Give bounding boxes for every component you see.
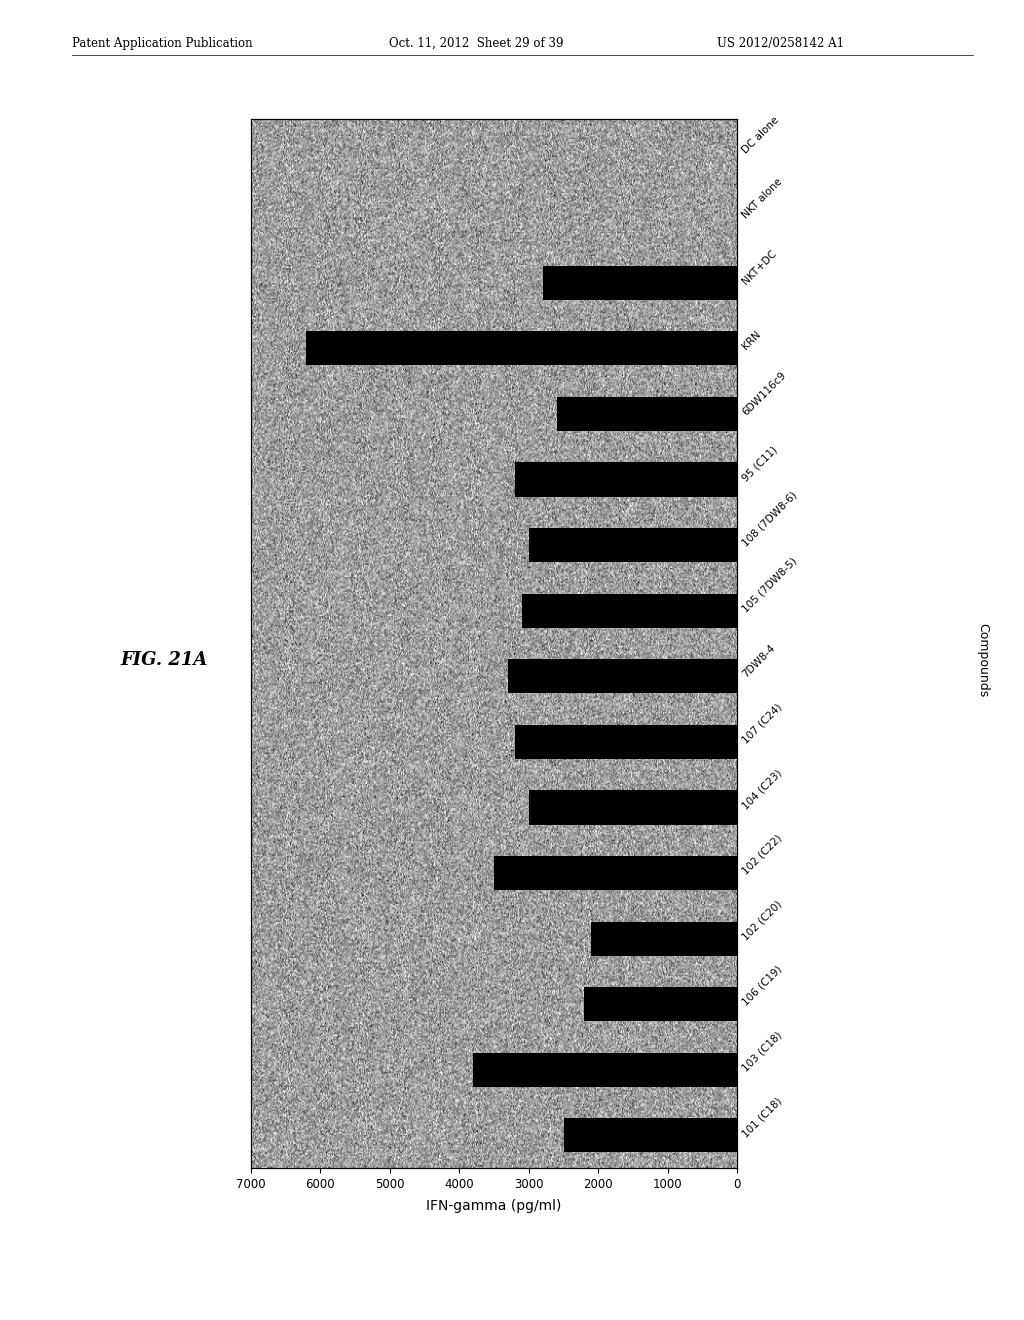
Bar xyxy=(563,1118,737,1152)
Bar xyxy=(508,659,737,693)
Text: Patent Application Publication: Patent Application Publication xyxy=(72,37,252,50)
Text: 6DW116c9: 6DW116c9 xyxy=(740,370,788,417)
Bar xyxy=(515,462,737,496)
Text: 106 (C19): 106 (C19) xyxy=(740,964,784,1007)
Bar xyxy=(528,528,737,562)
Text: DC alone: DC alone xyxy=(740,115,781,156)
Text: NKT alone: NKT alone xyxy=(740,177,784,220)
Bar xyxy=(473,1053,737,1086)
Text: KRN: KRN xyxy=(740,330,763,352)
Text: NKT+DC: NKT+DC xyxy=(740,248,779,286)
Text: 103 (C18): 103 (C18) xyxy=(740,1030,784,1073)
Text: 101 (C18): 101 (C18) xyxy=(740,1096,784,1139)
Text: Oct. 11, 2012  Sheet 29 of 39: Oct. 11, 2012 Sheet 29 of 39 xyxy=(389,37,563,50)
Bar xyxy=(528,791,737,825)
Text: 7DW8-4: 7DW8-4 xyxy=(740,643,777,680)
Bar xyxy=(522,594,737,628)
Text: US 2012/0258142 A1: US 2012/0258142 A1 xyxy=(717,37,844,50)
X-axis label: IFN-gamma (pg/ml): IFN-gamma (pg/ml) xyxy=(426,1200,562,1213)
Text: 108 (7DW8-6): 108 (7DW8-6) xyxy=(740,490,800,549)
Bar xyxy=(543,265,737,300)
Text: 95 (C11): 95 (C11) xyxy=(740,444,779,483)
Bar xyxy=(515,725,737,759)
Text: 105 (7DW8-5): 105 (7DW8-5) xyxy=(740,556,800,614)
Text: Compounds: Compounds xyxy=(977,623,989,697)
Text: 102 (C20): 102 (C20) xyxy=(740,899,784,942)
Text: FIG. 21A: FIG. 21A xyxy=(120,651,208,669)
Bar xyxy=(306,331,737,366)
Text: 107 (C24): 107 (C24) xyxy=(740,702,784,746)
Bar xyxy=(591,921,737,956)
Text: 104 (C23): 104 (C23) xyxy=(740,767,784,810)
Text: 102 (C22): 102 (C22) xyxy=(740,833,784,876)
Bar xyxy=(557,397,737,432)
Bar xyxy=(494,855,737,890)
Bar xyxy=(585,987,737,1022)
